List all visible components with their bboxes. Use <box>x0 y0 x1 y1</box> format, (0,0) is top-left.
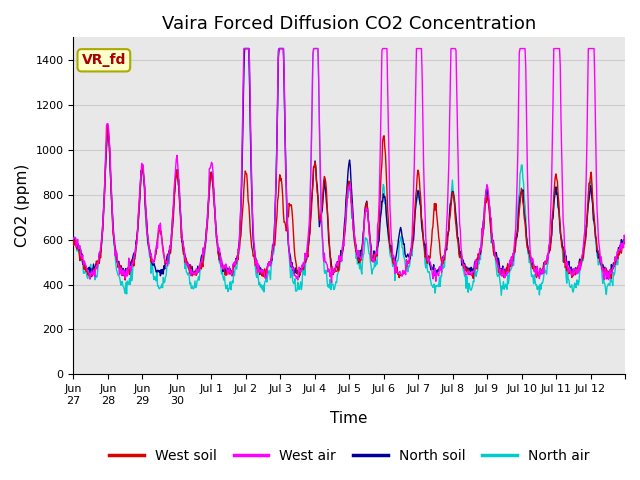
X-axis label: Time: Time <box>330 411 368 426</box>
Title: Vaira Forced Diffusion CO2 Concentration: Vaira Forced Diffusion CO2 Concentration <box>162 15 536 33</box>
Y-axis label: CO2 (ppm): CO2 (ppm) <box>15 164 30 248</box>
Text: VR_fd: VR_fd <box>82 53 126 67</box>
Legend: West soil, West air, North soil, North air: West soil, West air, North soil, North a… <box>104 444 595 468</box>
